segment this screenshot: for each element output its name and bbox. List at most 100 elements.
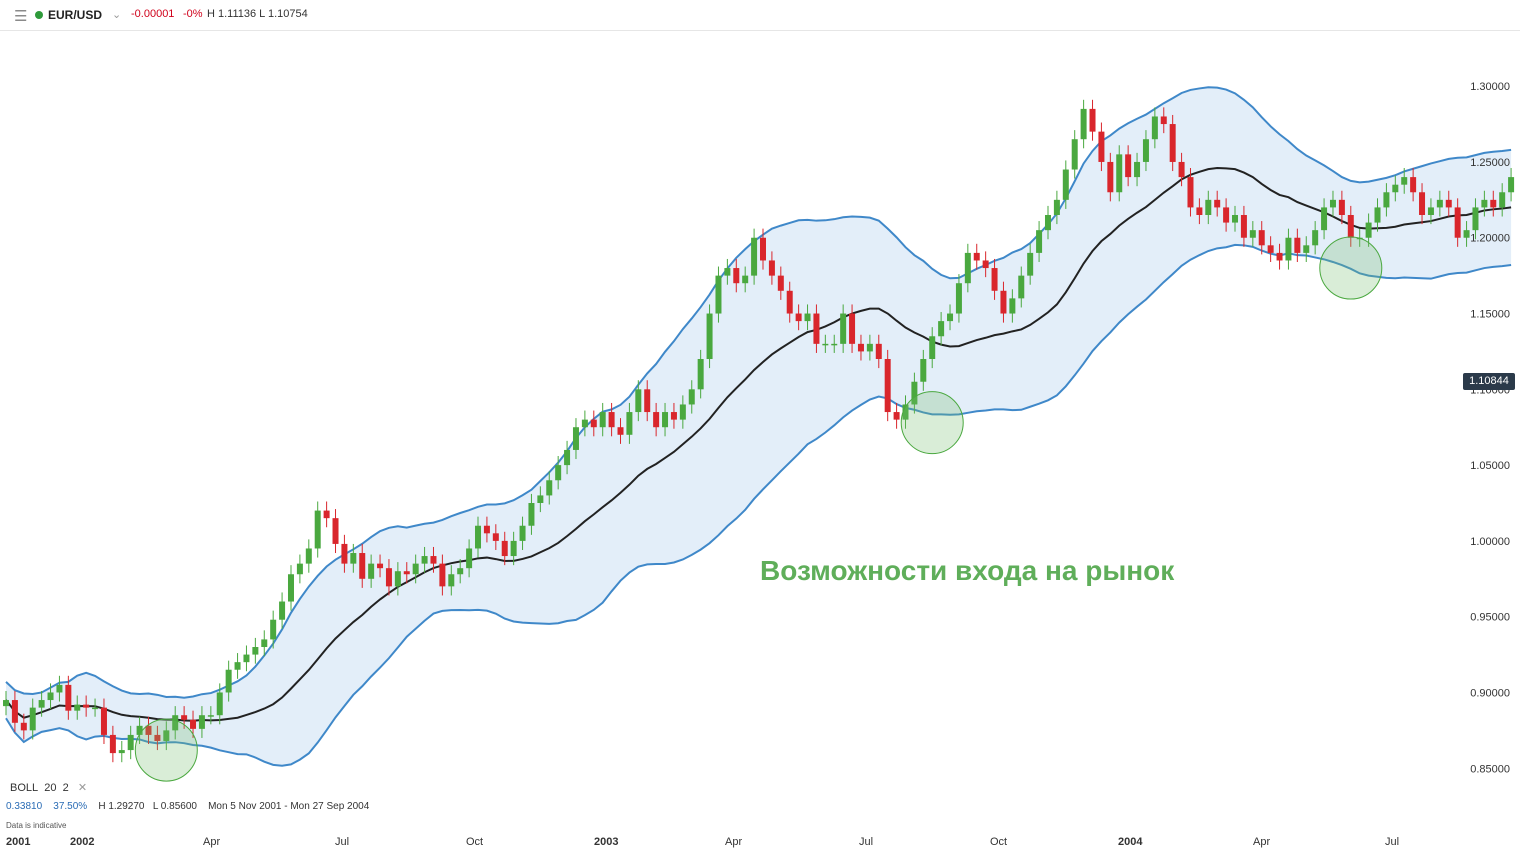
indicator-legend[interactable]: BOLL 20 2 ✕ [10, 781, 87, 794]
hamburger-icon[interactable]: ☰ [14, 8, 28, 25]
candle [1178, 161, 1185, 178]
candle [261, 639, 268, 647]
candle [1392, 184, 1399, 193]
candle [368, 563, 375, 579]
candle [341, 543, 348, 564]
candle [1036, 230, 1043, 253]
y-tick-label: 1.05000 [1470, 460, 1510, 472]
candle [1499, 192, 1506, 208]
y-tick-label: 1.25000 [1470, 157, 1510, 169]
candle [1383, 192, 1390, 208]
candle [314, 510, 321, 549]
candle [412, 563, 419, 575]
candle [243, 654, 250, 663]
candle [501, 540, 508, 557]
candles [3, 99, 1515, 763]
candle [359, 553, 366, 579]
candle [911, 381, 918, 405]
candle [653, 412, 660, 428]
candle [519, 525, 526, 541]
candle [733, 268, 740, 284]
candle [1142, 139, 1149, 162]
candle [679, 404, 686, 420]
candle [1481, 199, 1488, 208]
y-tick-label: 1.00000 [1470, 536, 1510, 548]
candle [617, 427, 624, 435]
candle [1205, 199, 1212, 215]
x-tick-label: Apr [203, 836, 220, 848]
candle [1347, 215, 1354, 238]
candle [893, 412, 900, 420]
candle [29, 707, 36, 731]
candle [760, 237, 766, 261]
indicator-period: 20 [44, 782, 57, 794]
candle [929, 336, 936, 359]
candle [599, 412, 606, 428]
candle [670, 412, 677, 420]
candle [955, 283, 962, 314]
stat-low: L 0.85600 [152, 801, 197, 812]
candle [795, 313, 802, 322]
x-tick-label: Oct [466, 836, 483, 848]
y-tick-label: 0.85000 [1470, 763, 1510, 775]
annotation-text: Возможности входа на рынок [760, 555, 1175, 586]
x-tick-label: 2003 [594, 836, 618, 848]
candle [590, 419, 597, 428]
candle [385, 568, 392, 587]
candle [644, 389, 651, 413]
candle [145, 725, 152, 735]
indicator-stddev: 2 [62, 782, 69, 794]
candle [991, 268, 998, 291]
entry-circle [900, 391, 964, 455]
middle-band [5, 167, 1512, 722]
candle [154, 734, 161, 741]
chevron-down-icon[interactable]: ⌄ [112, 9, 122, 21]
candle [1232, 215, 1239, 223]
close-icon[interactable]: ✕ [77, 782, 88, 794]
candle [840, 313, 847, 344]
candle [1329, 199, 1336, 208]
candle [1321, 207, 1328, 231]
y-tick-label: 0.95000 [1470, 612, 1510, 624]
candle [1214, 199, 1221, 208]
candle [751, 237, 758, 276]
candle [100, 707, 107, 735]
candle [1454, 207, 1461, 238]
candle [1445, 199, 1452, 208]
candle [1196, 207, 1203, 215]
candle [724, 268, 731, 276]
candle [1000, 290, 1007, 314]
candle [715, 275, 722, 314]
candle [1053, 199, 1060, 215]
candle [225, 669, 232, 693]
candle [1080, 108, 1087, 140]
candle [127, 734, 134, 751]
symbol-name[interactable]: EUR/USD [48, 8, 103, 22]
candle [234, 662, 241, 670]
candle [742, 275, 749, 284]
candle [163, 730, 170, 741]
bollinger-bands [5, 86, 1512, 767]
candle [866, 343, 873, 352]
candle [1249, 230, 1256, 238]
candle [822, 343, 829, 346]
candle [1490, 199, 1497, 208]
candle [296, 563, 303, 575]
candle [1071, 139, 1078, 170]
candle [350, 553, 357, 564]
candle [1303, 245, 1310, 253]
candle [1169, 124, 1176, 162]
candle [109, 734, 116, 754]
candle [973, 252, 980, 261]
candle [56, 684, 63, 693]
price-chart[interactable]: 1.300001.250001.200001.150001.100001.050… [0, 31, 1520, 849]
candle [982, 260, 989, 269]
candle [849, 313, 856, 344]
candle [1160, 116, 1167, 125]
candle [181, 715, 188, 720]
candle [20, 722, 27, 731]
y-tick-label: 1.20000 [1470, 233, 1510, 245]
candle [688, 389, 695, 405]
candle [172, 715, 179, 731]
candle [546, 480, 553, 496]
